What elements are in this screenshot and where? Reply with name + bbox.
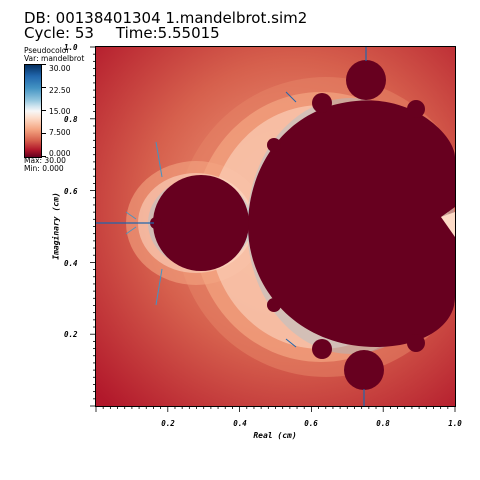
colorbar-tick xyxy=(41,133,46,134)
colorbar-tick xyxy=(41,110,46,111)
colorbar-label: 22.50 xyxy=(49,86,71,95)
y-axis-title: Imaginary (cm) xyxy=(51,192,61,260)
colorbar-tick xyxy=(41,156,46,157)
x-axis-title: Real (cm) xyxy=(253,431,297,440)
x-tick-label: 0.6 xyxy=(304,419,318,428)
colorbar xyxy=(24,64,42,158)
x-tick-label: 0.2 xyxy=(161,419,175,428)
legend-max: Max: 30.00 xyxy=(24,156,66,165)
legend-min: Min: 0.000 xyxy=(24,164,64,173)
colorbar-label: 30.00 xyxy=(49,64,71,73)
colorbar-label: 15.00 xyxy=(49,107,71,116)
mandelbrot-plot xyxy=(95,46,456,407)
legend-plot-type: Pseudocolor xyxy=(24,46,70,55)
bottom-bulb xyxy=(344,350,384,390)
y-tick-label: 1.0 xyxy=(64,43,78,52)
time-label: Time:5.55015 xyxy=(115,24,220,42)
colorbar-tick xyxy=(41,87,46,88)
legend-variable: Var: mandelbrot xyxy=(24,54,85,63)
x-tick-label: 1.0 xyxy=(448,419,462,428)
left-bulb xyxy=(153,175,249,271)
colorbar-label: 7.500 xyxy=(49,128,71,137)
top-bulb xyxy=(346,60,386,100)
cycle-label: Cycle: 53 xyxy=(24,24,94,42)
main-cardioid xyxy=(248,100,455,347)
x-tick-label: 0.4 xyxy=(233,419,247,428)
colorbar-tick xyxy=(41,64,46,65)
database-title: DB: 00138401304 1.mandelbrot.sim2 xyxy=(24,9,308,27)
y-tick-label: 0.2 xyxy=(64,330,78,339)
x-tick-label: 0.8 xyxy=(376,419,390,428)
y-tick-label: 0.8 xyxy=(64,115,78,124)
colorbar-label: 0.000 xyxy=(49,149,71,158)
y-tick-label: 0.6 xyxy=(64,187,78,196)
y-tick-label: 0.4 xyxy=(64,259,78,268)
cycle-time-line: Cycle: 53 Time:5.55015 xyxy=(24,25,220,41)
